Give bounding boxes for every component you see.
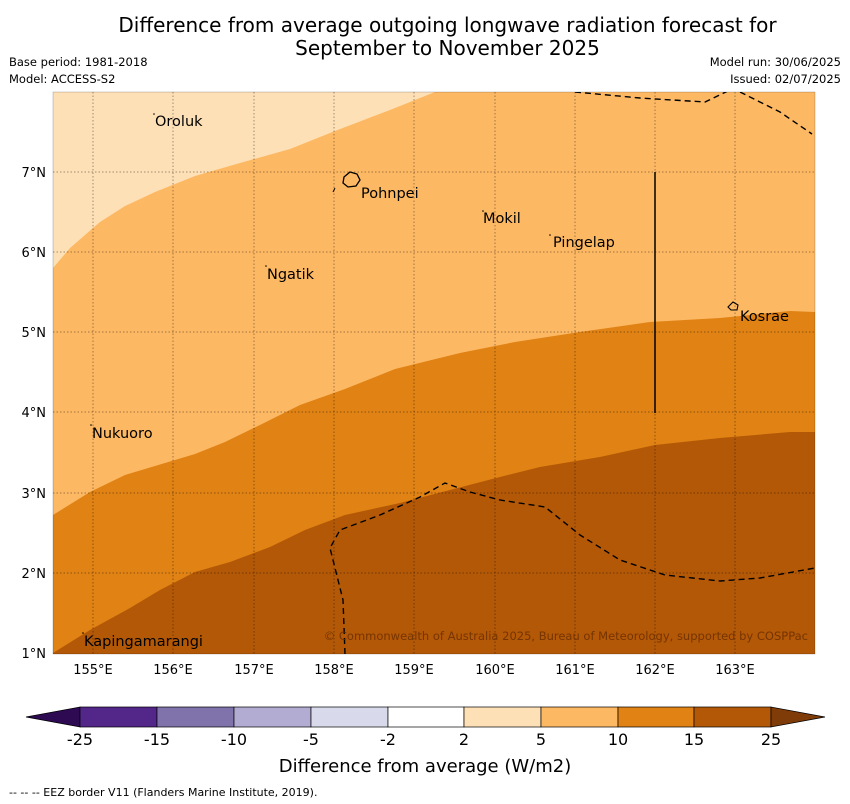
x-tick: 158°E [314, 663, 354, 678]
copyright-note: © Commonwealth of Australia 2025, Bureau… [324, 629, 808, 643]
ngatik-marker [265, 265, 267, 267]
x-tick: 156°E [153, 663, 193, 678]
title-line-2: September to November 2025 [295, 36, 600, 60]
colorbar-label: -2 [380, 730, 396, 749]
map-area: Oroluk Pohnpei Mokil Pingelap Ngatik Kos… [53, 92, 815, 654]
mokil-marker [482, 210, 484, 212]
label-pohnpei: Pohnpei [361, 186, 419, 202]
title-line-1: Difference from average outgoing longwav… [118, 13, 777, 37]
colorbar-swatch [540, 706, 619, 728]
meta-right: Model run: 30/06/2025 Issued: 02/07/2025 [710, 54, 841, 88]
x-tick: 159°E [394, 663, 434, 678]
band-15-25 [53, 432, 815, 654]
x-axis: 155°E 156°E 157°E 158°E 159°E 160°E 161°… [73, 663, 755, 678]
colorbar-swatch [156, 706, 235, 728]
pohnpei-reef [332, 187, 336, 193]
y-tick: 6°N [22, 246, 47, 261]
kosrae-island [727, 301, 739, 311]
colorbar-labels: -25 -15 -10 -5 -2 2 5 10 15 25 [67, 730, 781, 749]
label-ngatik: Ngatik [267, 267, 315, 283]
x-tick: 160°E [475, 663, 515, 678]
x-tick: 163°E [715, 663, 755, 678]
y-tick: 4°N [22, 406, 47, 421]
colorbar-title: Difference from average (W/m2) [278, 756, 572, 777]
map-title: Difference from average outgoing longwav… [40, 14, 850, 60]
colorbar-swatch [617, 706, 695, 728]
label-mokil: Mokil [483, 211, 521, 227]
label-kapingamarangi: Kapingamarangi [84, 634, 203, 650]
model-run: Model run: 30/06/2025 [709, 55, 841, 69]
colorbar-swatch [693, 706, 772, 728]
meta-left: Base period: 1981-2018 Model: ACCESS-S2 [9, 54, 148, 88]
pohnpei-island [342, 171, 361, 188]
map-frame [52, 91, 816, 655]
colorbar-swatch [233, 706, 312, 728]
eez-borders [329, 92, 815, 654]
label-pingelap: Pingelap [553, 235, 615, 251]
pingelap-marker [549, 234, 551, 236]
colorbar-swatch [310, 706, 389, 728]
y-tick: 3°N [22, 487, 47, 502]
y-tick: 1°N [22, 647, 47, 662]
y-tick: 2°N [22, 567, 47, 582]
issued-date: Issued: 02/07/2025 [730, 72, 841, 86]
colorbar-label: 10 [608, 730, 628, 749]
eez-legend-note: -- -- -- EEZ border V11 (Flanders Marine… [9, 786, 318, 799]
colorbar-swatch [79, 706, 158, 728]
kapinga-marker [82, 632, 84, 634]
nukuoro-marker [90, 424, 92, 426]
y-tick: 7°N [22, 166, 47, 181]
base-period: Base period: 1981-2018 [9, 55, 148, 69]
colorbar-label: 25 [761, 730, 781, 749]
label-kosrae: Kosrae [740, 309, 789, 325]
oroluk-marker [153, 113, 155, 115]
y-axis: 7°N 6°N 5°N 4°N 3°N 2°N 1°N [22, 166, 47, 662]
gridlines [53, 92, 815, 654]
colorbar-label: -15 [144, 730, 170, 749]
colorbar-label: 5 [536, 730, 546, 749]
model-name: Model: ACCESS-S2 [9, 72, 116, 86]
label-oroluk: Oroluk [155, 114, 203, 130]
label-nukuoro: Nukuoro [92, 426, 153, 442]
y-tick: 5°N [22, 326, 47, 341]
colorbar-label: -10 [221, 730, 247, 749]
colorbar-label: -25 [67, 730, 93, 749]
colorbar-min-arrow [25, 706, 81, 728]
colorbar-label: -5 [303, 730, 319, 749]
colorbar-label: 15 [684, 730, 704, 749]
colorbar-swatch [463, 706, 542, 728]
colorbar [25, 706, 826, 728]
x-tick: 155°E [73, 663, 113, 678]
colorbar-label: 2 [459, 730, 469, 749]
x-tick: 161°E [555, 663, 595, 678]
colorbar-max-arrow [770, 706, 826, 728]
x-tick: 157°E [234, 663, 274, 678]
x-tick: 162°E [635, 663, 675, 678]
colorbar-swatch [387, 706, 465, 728]
